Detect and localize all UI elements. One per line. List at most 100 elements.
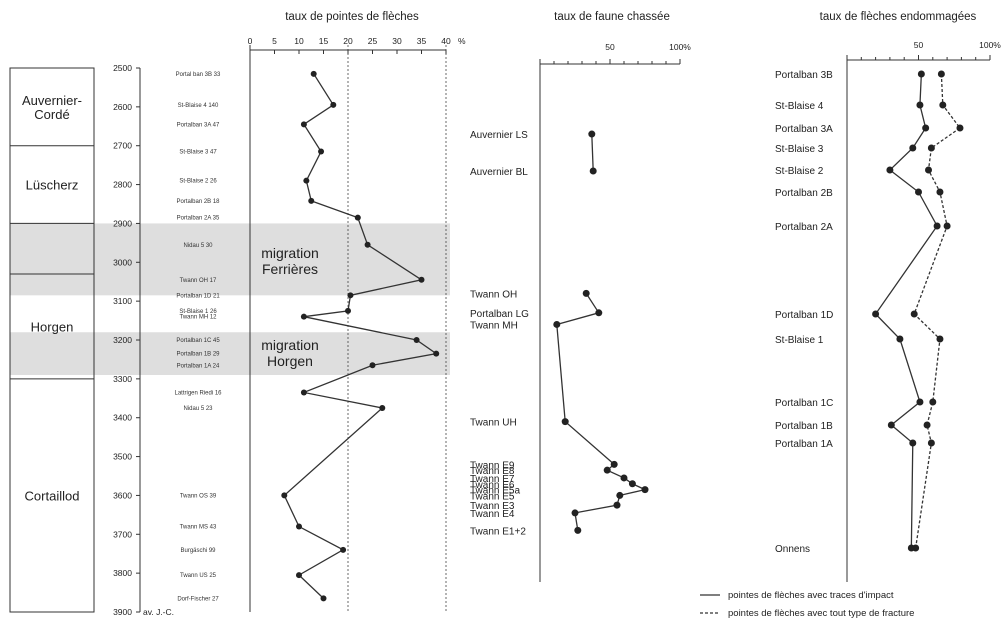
data-point — [917, 70, 925, 78]
site-label: Portalban 2B — [775, 188, 833, 199]
y-tick-label: 3400 — [113, 413, 132, 423]
phase-label: Horgen — [31, 319, 74, 334]
data-point — [433, 350, 440, 357]
x-tick-label: 30 — [392, 36, 402, 46]
site-label: St-Blaise 3 47 — [179, 150, 217, 156]
site-label: Twann OS 39 — [180, 493, 217, 499]
y-tick-label: 3200 — [113, 335, 132, 345]
site-label: Auvernier LS — [470, 130, 528, 141]
y-tick-label: 3500 — [113, 452, 132, 462]
panel2-title: taux de faune chassée — [554, 11, 670, 23]
data-point — [909, 439, 917, 447]
site-label: Twann E5a — [470, 486, 520, 497]
damaged-arrows-panel: taux de flèches endommagées 50 100% Portalb… — [700, 11, 1001, 619]
site-label: Portalban 1B 29 — [176, 352, 220, 358]
site-label: Twann E9 — [470, 460, 515, 471]
site-label: Nidau 5 30 — [183, 243, 213, 249]
data-point — [595, 309, 603, 317]
x-tick-label: 5 — [272, 36, 277, 46]
site-label: Portalban 3B — [775, 70, 833, 81]
data-point — [303, 177, 310, 184]
site-label: Twann E8 — [470, 466, 515, 477]
data-point — [929, 398, 937, 406]
data-point — [613, 501, 621, 509]
site-label: St-Blaise 3 — [775, 144, 824, 155]
site-label: St-Blaise 1 — [775, 335, 824, 346]
site-label: Twann E5 — [470, 491, 515, 502]
site-label: Twann MH — [470, 320, 518, 331]
phase-label: Lüscherz — [26, 178, 79, 193]
x-tick-label: 40 — [441, 36, 451, 46]
x-tick-label: 35 — [417, 36, 427, 46]
x-tick-label: 25 — [368, 36, 378, 46]
data-point — [939, 101, 947, 109]
y-tick-label: 2900 — [113, 218, 132, 228]
data-point — [281, 492, 288, 499]
data-point — [927, 439, 935, 447]
impact-line — [874, 73, 938, 549]
data-point — [937, 70, 945, 78]
x-tick-label: 10 — [294, 36, 304, 46]
x-tick-label: 100% — [669, 42, 691, 52]
site-label: Portalban 3A 47 — [177, 122, 220, 128]
y-unit-label: av. J.-C. — [143, 607, 174, 617]
band-label: migration Ferrières — [261, 245, 319, 277]
data-point — [300, 121, 307, 128]
legend-label: pointes de flèches avec tout type de fra… — [728, 608, 914, 619]
data-point — [571, 509, 579, 517]
data-point — [588, 130, 596, 138]
data-point — [915, 188, 922, 196]
data-point — [896, 335, 904, 343]
phase-label: Auvernier-Cordé — [22, 93, 82, 122]
arrowhead-rate-line — [283, 73, 438, 599]
phase-label: Cortaillod — [25, 488, 80, 503]
site-label: Twann E3 — [470, 501, 515, 512]
site-label: Twann MH 12 — [179, 315, 217, 321]
band-label: migration Horgen — [261, 337, 319, 369]
panel1-title: taux de pointes de flèches — [285, 11, 419, 23]
x-tick-label: 0 — [248, 36, 253, 46]
data-point — [910, 310, 918, 318]
data-point — [296, 572, 302, 579]
data-point — [553, 320, 561, 328]
site-label: Twann E1+2 — [470, 526, 526, 537]
data-point — [887, 421, 895, 429]
site-label: Nidau 5 23 — [183, 406, 213, 412]
site-label: Dorf-Fischer 27 — [177, 596, 219, 602]
site-label: Twann E6 — [470, 480, 515, 491]
data-point — [616, 491, 624, 499]
site-label: Portalban 2A — [775, 222, 833, 233]
site-label: Portalban 1C — [775, 398, 833, 409]
data-point — [354, 214, 361, 221]
site-label: Twann E4 — [470, 509, 515, 520]
x-tick-label: 50 — [914, 40, 924, 50]
site-label: Auvernier BL — [470, 167, 528, 178]
site-label: Twann OH — [470, 289, 517, 300]
site-label: Lattrigen Riedi 16 — [174, 390, 222, 396]
data-point — [345, 307, 351, 314]
site-label: Burgäschi 99 — [180, 548, 216, 554]
site-label: St-Blaise 2 — [775, 166, 824, 177]
site-label: Portalban 1D 21 — [176, 293, 220, 299]
site-label: Portalban 1A — [775, 439, 833, 450]
site-label: Portalban 2B 18 — [176, 199, 220, 205]
data-point — [320, 595, 327, 602]
hunted-fauna-line — [591, 134, 594, 171]
data-point — [369, 362, 376, 369]
data-point — [933, 222, 941, 230]
site-label: Portal ban 3B 33 — [176, 72, 221, 78]
panel3-title: taux de flèches endommagées — [820, 11, 977, 23]
site-label: Onnens — [775, 544, 810, 555]
data-point — [872, 310, 880, 318]
data-point — [310, 70, 317, 77]
data-point — [886, 166, 894, 174]
site-label: Portalban LG — [470, 309, 529, 320]
data-point — [296, 523, 302, 530]
site-label: Twann MS 43 — [180, 525, 217, 531]
data-point — [330, 101, 337, 108]
x-tick-label: 100% — [979, 40, 1001, 50]
x-tick-label: 50 — [605, 42, 615, 52]
y-tick-label: 3700 — [113, 529, 132, 539]
band-0 — [10, 223, 450, 296]
